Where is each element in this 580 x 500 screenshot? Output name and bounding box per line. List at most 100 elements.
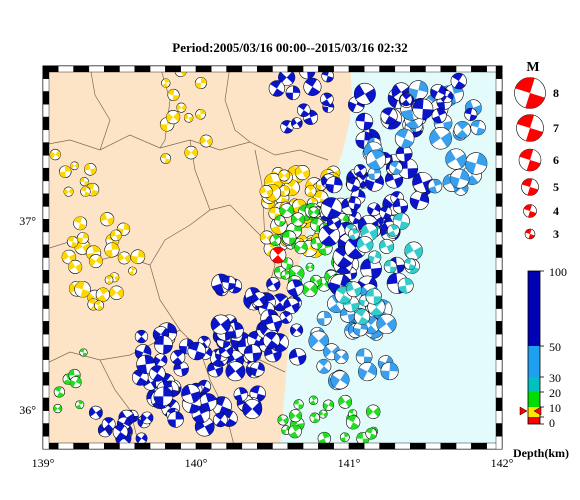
focal-mechanism-symbol (154, 335, 173, 355)
focal-mechanism-symbol (392, 212, 410, 230)
focal-mechanism-symbol (303, 77, 322, 96)
focal-mechanism-symbol (464, 152, 488, 175)
magnitude-legend-title: M (526, 60, 539, 75)
focal-mechanism-symbol (140, 411, 154, 425)
focal-mechanism-symbol (409, 190, 430, 210)
focal-mechanism-symbol (288, 424, 302, 439)
focal-mechanism-symbol (304, 185, 317, 197)
focal-mechanism-symbol (334, 286, 353, 304)
focal-mechanism-symbol (449, 168, 470, 189)
lon-label-141: 141° (338, 456, 361, 470)
focal-mechanism-symbol (367, 166, 382, 181)
focal-mechanism-symbol (213, 412, 228, 428)
focal-mechanism-symbol (316, 358, 332, 374)
focal-mechanism-symbol (74, 280, 91, 298)
focal-mechanism-symbol (249, 361, 265, 377)
focal-mechanism-symbol (291, 212, 306, 227)
focal-mechanism-symbol (334, 349, 349, 365)
depth-tick-20: 20 (549, 386, 561, 400)
focal-mechanism-symbol (320, 92, 334, 107)
magnitude-legend-symbol-5 (521, 178, 539, 196)
focal-mechanism-symbol (285, 85, 301, 101)
focal-mechanism-symbol (49, 148, 61, 161)
depth-tick-0: 0 (549, 416, 555, 430)
focal-mechanism-symbol (112, 424, 129, 440)
focal-mechanism-symbol (149, 365, 166, 382)
magnitude-legend-label-7: 7 (553, 121, 559, 135)
depth-marker-left (519, 406, 528, 416)
focal-mechanism-symbol (167, 88, 180, 101)
focal-mechanism-symbol (170, 349, 186, 365)
focal-mechanism-symbol (355, 348, 373, 365)
focal-mechanism-symbol (63, 186, 74, 197)
focal-mechanism-symbol (75, 400, 85, 410)
focal-mechanism-symbol (329, 274, 352, 297)
lat-label-37: 37° (19, 214, 36, 228)
focal-mechanism-symbol (166, 110, 181, 125)
focal-mechanism-symbol (392, 198, 409, 214)
focal-mechanism-symbol (101, 417, 116, 431)
focal-mechanism-symbol (69, 376, 82, 389)
focal-mechanism-symbol (316, 310, 332, 326)
magnitude-legend-label-4: 4 (553, 204, 559, 218)
focal-mechanism-symbol (453, 121, 472, 139)
focal-mechanism-symbol (308, 395, 319, 406)
focal-mechanism-symbol (383, 259, 397, 274)
focal-mechanism-symbol (288, 409, 302, 423)
focal-mechanism-symbol (408, 80, 429, 101)
focal-mechanism-symbol (135, 432, 148, 445)
focal-mechanism-symbol (356, 236, 374, 253)
map-title: Period:2005/03/16 00:00--2015/03/16 02:3… (172, 40, 408, 55)
focal-mechanism-symbol (296, 103, 311, 117)
focal-mechanism-symbol (470, 119, 486, 136)
focal-mechanism-symbol (266, 277, 281, 292)
lat-label-36: 36° (19, 403, 36, 417)
magnitude-legend-symbol-6 (518, 148, 542, 172)
focal-mechanism-symbol (161, 78, 171, 88)
focal-mechanism-symbol (289, 323, 304, 337)
focal-mechanism-symbol (88, 405, 103, 420)
large-shallow-event (269, 246, 287, 264)
focal-mechanism-symbol (395, 145, 413, 162)
focal-mechanism-symbol (450, 72, 467, 90)
magnitude-legend-symbol-3 (524, 228, 536, 240)
focal-mechanism-symbol (104, 275, 114, 285)
focal-mechanism-symbol (394, 128, 415, 149)
focal-mechanism-symbol (283, 297, 300, 314)
focal-mechanism-symbol (346, 415, 361, 430)
depth-tick-30: 30 (549, 371, 561, 385)
focal-mechanism-symbol (242, 399, 263, 419)
magnitude-legend-symbol-7 (516, 114, 544, 142)
focal-mechanism-symbol (293, 399, 304, 410)
focal-mechanism-symbol (368, 250, 382, 264)
focal-mechanism-symbol (365, 404, 381, 419)
focal-mechanism-symbol (68, 259, 83, 274)
focal-mechanism-symbol (294, 164, 311, 181)
focal-mechanism-symbol (80, 186, 91, 197)
focal-mechanism-symbol (388, 160, 403, 175)
focal-mechanism-symbol (309, 412, 321, 424)
focal-mechanism-symbol (221, 275, 237, 291)
focal-mechanism-symbol (318, 409, 328, 419)
focal-mechanism-symbol (277, 414, 289, 426)
focal-mechanism-symbol (176, 102, 187, 113)
focal-mechanism-symbol (346, 281, 362, 298)
focal-mechanism-symbol (110, 229, 122, 242)
focal-mechanism-symbol (339, 432, 350, 443)
focal-mechanism-symbol (243, 344, 262, 362)
focal-mechanism-symbol (348, 196, 362, 210)
focal-mechanism-symbol (79, 177, 89, 187)
focal-mechanism-symbol (274, 215, 286, 227)
focal-mechanism-symbol (346, 177, 361, 192)
focal-mechanism-symbol (128, 266, 137, 276)
focal-mechanism-symbol (194, 77, 207, 90)
depth-tick-100: 100 (549, 265, 567, 279)
focal-mechanism-symbol (338, 394, 353, 409)
focal-mechanism-symbol (181, 384, 201, 404)
focal-mechanism-symbol (365, 288, 382, 305)
focal-mechanism-symbol (79, 348, 88, 357)
focal-mechanism-symbol (262, 331, 281, 349)
magnitude-legend-label-3: 3 (553, 227, 559, 241)
depth-marker-right (533, 406, 542, 416)
